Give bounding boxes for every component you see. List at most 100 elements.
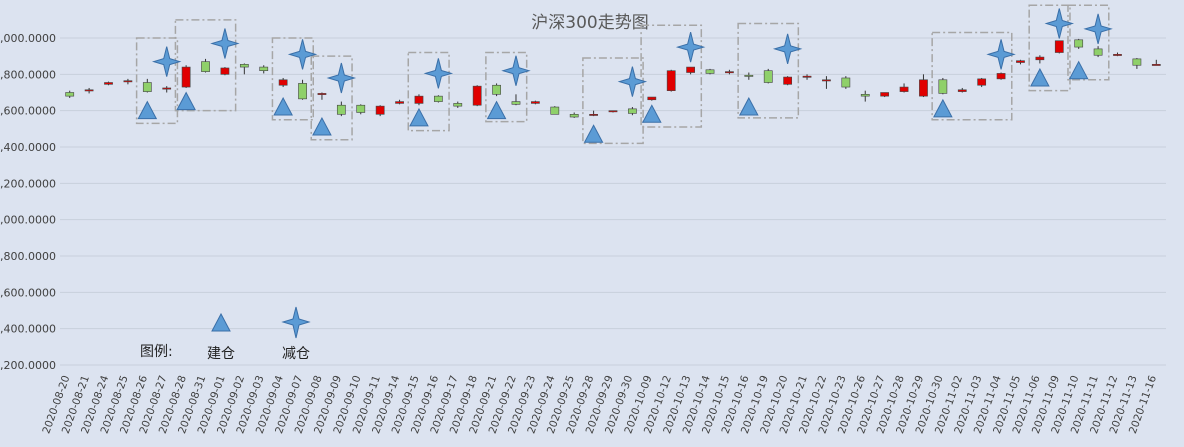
signal-boxes <box>135 4 1110 145</box>
y-tick-label: 3,200.0000 <box>0 359 56 372</box>
sell-star-marker <box>326 62 357 94</box>
y-tick-label: 4,600.0000 <box>0 105 56 118</box>
y-tick-label: 3,800.0000 <box>0 250 56 263</box>
candle-body <box>356 104 366 113</box>
candle-body <box>123 80 133 83</box>
sell-star-marker <box>772 33 803 65</box>
candle-body <box>239 64 249 68</box>
legend-title: 图例: <box>140 344 173 360</box>
buy-triangle-marker <box>1030 67 1050 87</box>
candle-body <box>977 78 987 86</box>
signal-box <box>737 22 800 119</box>
candle-body <box>1035 56 1045 61</box>
legend-item-label: 建仓 <box>207 346 235 362</box>
candle-body <box>395 101 404 104</box>
candle-body <box>336 104 346 115</box>
buy-triangle-marker <box>137 100 158 120</box>
candle-body <box>919 79 928 97</box>
candle-body <box>822 79 831 82</box>
signal-box <box>931 31 1013 121</box>
y-tick-label: 4,800.0000 <box>0 68 56 81</box>
sell-star-marker <box>501 55 531 86</box>
candle-body <box>298 83 307 100</box>
sell-star-marker <box>423 58 454 89</box>
candle-body <box>686 66 695 73</box>
candle-body <box>802 75 812 78</box>
candle-body <box>201 61 210 72</box>
candle-body <box>317 93 327 95</box>
candle-body <box>880 92 890 97</box>
candle-body <box>259 66 269 71</box>
signal-box <box>310 55 353 141</box>
y-tick-label: 3,600.0000 <box>0 286 56 299</box>
candle-body <box>142 82 152 92</box>
sell-star-marker <box>210 28 240 59</box>
candle-body <box>569 114 579 118</box>
signal-box <box>407 51 450 132</box>
candle-body <box>783 76 793 85</box>
candle-body <box>511 101 521 105</box>
candle-body <box>550 106 560 115</box>
candle-body <box>996 73 1006 80</box>
candle-body <box>1016 60 1025 63</box>
candle-body <box>65 92 75 97</box>
candle-body <box>1074 39 1084 48</box>
candle-body <box>647 96 657 101</box>
candle-body <box>220 67 230 75</box>
buy-triangle-marker <box>312 116 332 136</box>
y-tick-label: 4,400.0000 <box>0 141 56 154</box>
signal-box <box>640 24 703 128</box>
y-tick-label: 3,400.0000 <box>0 323 56 336</box>
buy-triangle-marker <box>273 96 293 116</box>
candle-body <box>841 77 851 88</box>
chart-title: 沪深300走势图 <box>531 13 648 33</box>
candle-body <box>531 101 540 104</box>
candle-body <box>181 66 191 88</box>
legend-star-icon <box>281 306 311 339</box>
buy-triangle-marker <box>1068 60 1089 80</box>
sell-star-marker <box>287 39 318 70</box>
y-tick-label: 4,000.0000 <box>0 214 56 227</box>
y-axis: 3,200.0000 3,400.0000 3,600.0000 3,800.0000… <box>0 32 56 372</box>
candle-body <box>84 89 94 92</box>
candle-body <box>628 108 637 114</box>
buy-triangle-marker <box>583 124 604 143</box>
buy-triangle-marker <box>933 98 953 118</box>
y-tick-label: 4,200.0000 <box>0 177 56 190</box>
candle-body <box>492 84 501 95</box>
buy-triangle-marker <box>486 100 507 120</box>
signal-box <box>485 51 528 123</box>
sell-star-marker <box>1044 8 1075 39</box>
signal-markers <box>137 8 1113 143</box>
sell-star-marker <box>986 39 1016 70</box>
candle-body <box>666 70 676 91</box>
candle-body <box>433 95 443 102</box>
candle-body <box>1132 58 1142 66</box>
buy-triangle-marker <box>176 91 196 111</box>
signal-box <box>271 37 314 121</box>
candle-body <box>725 71 734 74</box>
candle-body <box>104 82 113 85</box>
sell-star-marker <box>675 31 706 63</box>
candle-body <box>899 86 909 92</box>
candle-body <box>938 79 948 94</box>
sell-star-marker <box>1083 13 1113 45</box>
buy-triangle-marker <box>641 104 662 123</box>
signal-box <box>582 57 644 145</box>
y-tick-label: 5,000.0000 <box>0 32 56 45</box>
candle-body <box>860 94 870 97</box>
buy-triangle-marker <box>738 96 759 116</box>
signal-box <box>135 37 179 125</box>
candles <box>65 38 1161 118</box>
candle-body <box>414 95 424 104</box>
signal-box <box>174 19 237 112</box>
candle-body <box>744 74 754 77</box>
legend: 图例: 建仓 减仓 <box>140 306 311 362</box>
candle-body <box>1151 64 1161 66</box>
candle-body <box>1093 48 1103 56</box>
legend-item-label: 减仓 <box>282 346 310 362</box>
signal-box <box>1028 4 1071 92</box>
buy-triangle-marker <box>409 107 429 127</box>
candle-body <box>705 69 715 74</box>
